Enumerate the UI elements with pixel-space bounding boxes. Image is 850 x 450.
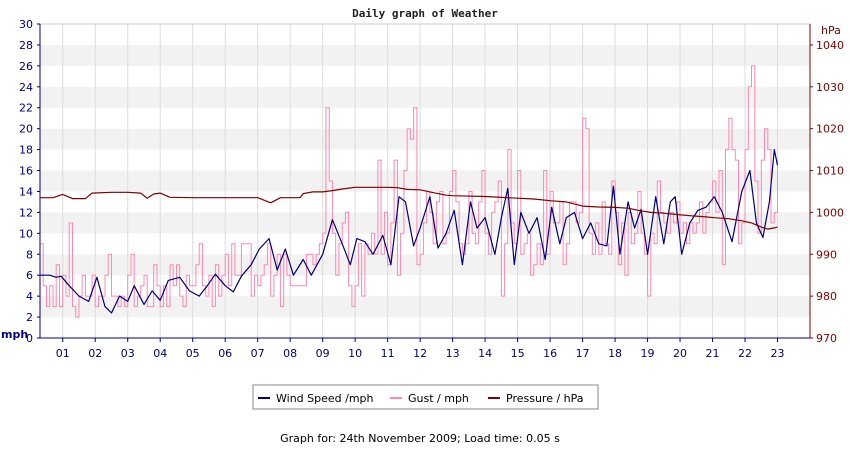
- x-tick-label: 19: [641, 347, 655, 360]
- legend-wind-speed-label: Wind Speed /mph: [276, 392, 374, 405]
- x-tick-label: 06: [218, 347, 232, 360]
- grid-band: [40, 149, 810, 171]
- x-tick-label: 04: [153, 347, 167, 360]
- x-tick-label: 03: [121, 347, 135, 360]
- left-tick-label: 2: [26, 311, 33, 324]
- x-tick-label: 22: [738, 347, 752, 360]
- gust-line: [40, 65, 778, 318]
- left-tick-label: 22: [19, 102, 33, 115]
- right-tick-label: 1000: [816, 206, 844, 219]
- legend-gust-label: Gust / mph: [408, 392, 469, 405]
- x-tick-label: 20: [673, 347, 687, 360]
- x-tick-label: 17: [576, 347, 590, 360]
- grid-band: [40, 86, 810, 108]
- wind-speed-line: [40, 149, 779, 314]
- x-tick-label: 11: [381, 347, 395, 360]
- grid-band: [40, 296, 810, 318]
- right-tick-label: 1030: [816, 81, 844, 94]
- grid-band: [40, 24, 810, 45]
- grid-band: [40, 170, 810, 192]
- grid-band: [40, 44, 810, 66]
- left-tick-label: 28: [19, 39, 33, 52]
- x-tick-label: 08: [283, 347, 297, 360]
- left-tick-label: 4: [26, 290, 33, 303]
- grid-band: [40, 254, 810, 276]
- right-tick-label: 990: [816, 248, 837, 261]
- left-tick-label: 12: [19, 206, 33, 219]
- series-layer: [40, 65, 779, 318]
- left-axis-unit: mph: [1, 328, 28, 341]
- left-tick-label: 18: [19, 144, 33, 157]
- x-tick-label: 14: [478, 347, 492, 360]
- legend: Wind Speed /mph Gust / mph Pressure / hPa: [252, 384, 599, 410]
- x-tick-label: 10: [348, 347, 362, 360]
- grid-band: [40, 317, 810, 338]
- x-tick-label: 15: [511, 347, 525, 360]
- right-tick-label: 1020: [816, 123, 844, 136]
- footer-text: Graph for: 24th November 2009; Load time…: [280, 432, 560, 445]
- right-tick-label: 1040: [816, 39, 844, 52]
- x-tick-label: 07: [251, 347, 265, 360]
- right-axis-unit: hPa: [821, 24, 841, 37]
- right-tick-label: 980: [816, 290, 837, 303]
- left-tick-label: 10: [19, 227, 33, 240]
- x-tick-label: 01: [56, 347, 70, 360]
- left-tick-label: 20: [19, 123, 33, 136]
- x-tick-label: 13: [446, 347, 460, 360]
- x-tick-label: 02: [88, 347, 102, 360]
- right-axis: 970 980 990 1000 1010 1020 1030 1040: [809, 24, 844, 345]
- left-tick-label: 26: [19, 60, 33, 73]
- x-tick-label: 09: [316, 347, 330, 360]
- grid-band: [40, 65, 810, 87]
- x-tick-label: 23: [771, 347, 785, 360]
- left-tick-label: 0: [26, 332, 33, 345]
- grid-band: [40, 233, 810, 255]
- right-tick-label: 1010: [816, 165, 844, 178]
- left-tick-label: 8: [26, 248, 33, 261]
- grid-band: [40, 191, 810, 213]
- left-tick-label: 16: [19, 165, 33, 178]
- left-tick-label: 14: [19, 185, 33, 198]
- chart-title: Daily graph of Weather: [352, 7, 498, 20]
- grid-bands: [40, 24, 810, 338]
- x-tick-label: 05: [186, 347, 200, 360]
- grid-band: [40, 275, 810, 297]
- grid-band: [40, 107, 810, 129]
- x-axis: 01 02 03 04 05 06 07 08 09 10 11 12 13 14 15 16 17 18 19 20…: [56, 338, 785, 360]
- legend-pressure-label: Pressure / hPa: [506, 392, 584, 405]
- right-tick-label: 970: [816, 332, 837, 345]
- pressure-line: [40, 186, 778, 230]
- left-tick-label: 6: [26, 269, 33, 282]
- left-tick-label: 24: [19, 81, 33, 94]
- left-tick-label: 30: [19, 18, 33, 31]
- x-tick-label: 12: [413, 347, 427, 360]
- x-tick-label: 21: [706, 347, 720, 360]
- grid-band: [40, 128, 810, 150]
- x-tick-label: 16: [543, 347, 557, 360]
- x-tick-label: 18: [608, 347, 622, 360]
- legend-box: [252, 384, 599, 410]
